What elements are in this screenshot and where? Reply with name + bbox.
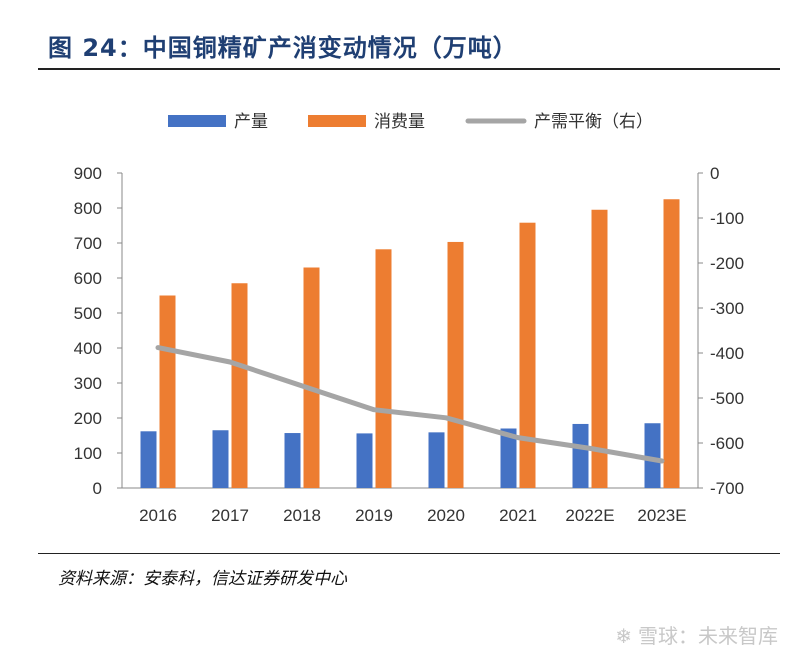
production-bar	[140, 431, 157, 488]
legend-production-label: 产量	[234, 112, 268, 132]
right-tick-label: -100	[710, 209, 744, 228]
left-tick-label: 600	[74, 269, 102, 288]
left-tick-label: 100	[74, 444, 102, 463]
right-tick-label: -700	[710, 479, 744, 498]
legend-balance-label: 产需平衡（右）	[534, 112, 653, 132]
right-tick-label: 0	[710, 164, 719, 183]
left-tick-label: 800	[74, 199, 102, 218]
snowball-logo-icon: ❄	[615, 624, 632, 648]
production-bar	[572, 423, 589, 488]
x-tick-label: 2020	[427, 506, 465, 525]
chart: 产量 消费量 产需平衡（右） 0 100 200 300 400 500 600 700 800 90…	[74, 112, 744, 525]
left-tick-label: 0	[93, 479, 102, 498]
watermark: ❄ 雪球：未来智库	[615, 620, 778, 649]
consumption-bar	[375, 249, 392, 488]
balance-line	[155, 345, 665, 464]
left-tick-label: 500	[74, 304, 102, 323]
source-divider	[38, 553, 780, 554]
axes: 0 100 200 300 400 500 600 700 800 900 0 -100 -200 -30…	[74, 164, 744, 525]
production-bar	[428, 432, 445, 488]
right-tick-label: -600	[710, 434, 744, 453]
x-tick-label: 2022E	[565, 506, 614, 525]
source-note: 资料来源：安泰科，信达证券研发中心	[58, 569, 347, 589]
right-tick-label: -300	[710, 299, 744, 318]
figure-title: 图 24：中国铜精矿产消变动情况（万吨）	[48, 34, 518, 62]
consumption-bar	[159, 295, 176, 488]
production-bar	[356, 433, 373, 488]
x-tick-label: 2021	[499, 506, 537, 525]
right-tick-label: -400	[710, 344, 744, 363]
legend-production-swatch	[168, 115, 226, 127]
x-tick-label: 2019	[355, 506, 393, 525]
left-tick-label: 700	[74, 234, 102, 253]
x-tick-label: 2017	[211, 506, 249, 525]
balance-line-layer	[155, 345, 665, 464]
left-tick-label: 900	[74, 164, 102, 183]
consumption-bar	[519, 222, 536, 488]
right-tick-label: -500	[710, 389, 744, 408]
production-bar	[212, 430, 229, 488]
right-tick-label: -200	[710, 254, 744, 273]
consumption-bar	[591, 209, 608, 488]
production-bar	[644, 423, 661, 488]
left-tick-label: 300	[74, 374, 102, 393]
left-tick-label: 400	[74, 339, 102, 358]
x-tick-label: 2023E	[637, 506, 686, 525]
x-tick-label: 2018	[283, 506, 321, 525]
watermark-text: 雪球：未来智库	[638, 624, 778, 648]
legend-consumption-swatch	[308, 115, 366, 127]
consumption-bar	[447, 241, 464, 488]
title-divider	[38, 68, 780, 70]
legend: 产量 消费量 产需平衡（右）	[168, 112, 653, 132]
x-tick-label: 2016	[139, 506, 177, 525]
bars	[140, 199, 680, 488]
consumption-bar	[663, 199, 680, 488]
consumption-bar	[303, 267, 320, 488]
legend-consumption-label: 消费量	[374, 112, 425, 132]
left-tick-label: 200	[74, 409, 102, 428]
production-bar	[284, 433, 301, 488]
production-bar	[500, 428, 517, 488]
consumption-bar	[231, 283, 248, 488]
